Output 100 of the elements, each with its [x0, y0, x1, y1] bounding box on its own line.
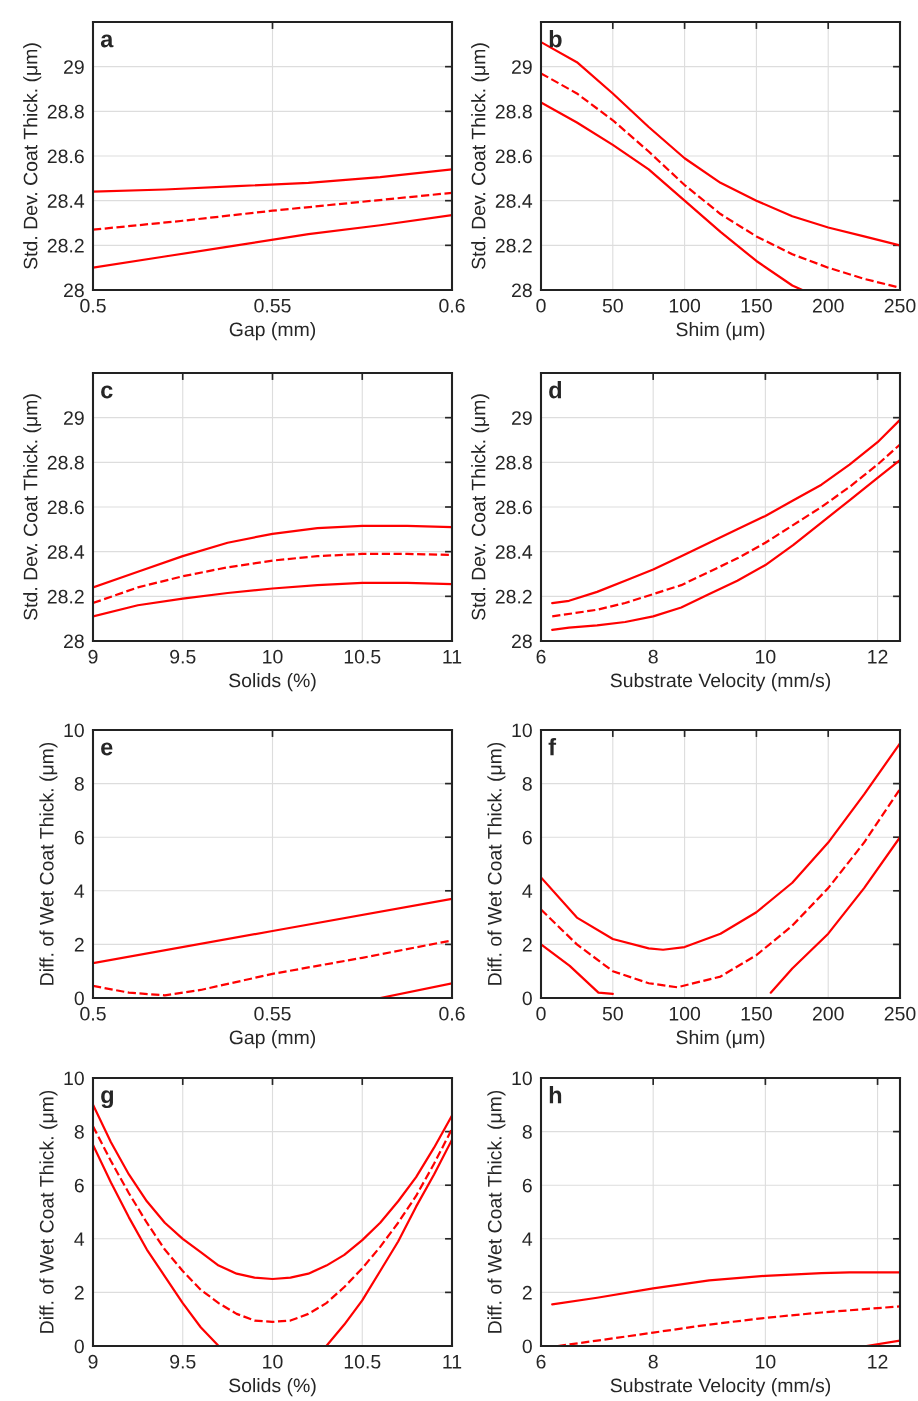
x-tick-label: 10 — [756, 649, 776, 664]
y-tick-label: 6 — [522, 830, 532, 845]
y-tick-label: 2 — [74, 937, 84, 952]
y-tick-label: 6 — [74, 1178, 84, 1193]
y-axis-title: Std. Dev. Coat Thick. (μm) — [23, 43, 42, 269]
line-series — [93, 191, 452, 231]
line-series — [93, 214, 452, 269]
x-axis-title: Substrate Velocity (mm/s) — [610, 1378, 831, 1397]
y-tick-label: 28 — [64, 283, 84, 298]
y-tick-label: 28 — [512, 283, 532, 298]
x-tick-label: 9.5 — [170, 1354, 196, 1369]
y-tick-label: 29 — [512, 411, 532, 425]
x-tick-label: 6 — [536, 1354, 546, 1369]
x-axis-title: Gap (mm) — [229, 1030, 316, 1049]
x-tick-label: 0 — [536, 1006, 546, 1021]
line-series — [541, 101, 804, 290]
y-tick-label: 28.2 — [495, 238, 532, 253]
x-axis-title: Solids (%) — [229, 1378, 316, 1397]
x-tick-label: 0 — [536, 298, 546, 313]
y-tick-label: 28.4 — [47, 194, 85, 208]
y-tick-label: 28 — [64, 634, 84, 649]
annotation: f — [548, 738, 557, 756]
line-series — [93, 552, 452, 605]
y-tick-label: 0 — [74, 1339, 84, 1354]
y-tick-label: 29 — [512, 60, 532, 74]
x-tick-label: 10.5 — [344, 649, 381, 664]
x-tick-label: 200 — [812, 298, 844, 313]
y-tick-label: 0 — [74, 991, 84, 1006]
y-tick-label: 4 — [522, 1232, 533, 1246]
annotation: c — [101, 385, 113, 399]
y-tick-label: 10 — [512, 723, 532, 738]
x-tick-label: 10 — [263, 1354, 283, 1369]
y-tick-label: 10 — [512, 1071, 532, 1086]
x-tick-label: 9 — [88, 649, 98, 664]
y-tick-label: 2 — [522, 1285, 532, 1300]
y-axis-title: Std. Dev. Coat Thick. (μm) — [471, 394, 490, 620]
y-tick-label: 8 — [74, 1125, 84, 1139]
y-tick-label: 8 — [522, 1125, 532, 1139]
x-tick-label: 150 — [741, 298, 772, 313]
y-tick-label: 4 — [522, 884, 533, 898]
annotation: h — [549, 1086, 562, 1104]
x-tick-label: 50 — [602, 1006, 623, 1021]
y-tick-label: 28.6 — [495, 149, 532, 164]
x-axis-title: Shim (μm) — [676, 322, 765, 341]
line-series — [551, 1271, 900, 1306]
y-tick-label: 2 — [522, 937, 532, 952]
y-tick-label: 28.6 — [47, 500, 84, 515]
annotation: g — [101, 1090, 114, 1109]
x-tick-label: 150 — [741, 1006, 772, 1021]
x-tick-label: 9 — [88, 1354, 98, 1369]
y-tick-label: 28.8 — [495, 455, 532, 470]
y-axis-title: Diff. of Wet Coat Thick. (μm) — [39, 742, 58, 985]
x-axis-title: Solids (%) — [229, 673, 316, 692]
annotation: a — [100, 34, 114, 48]
y-tick-label: 0 — [522, 1339, 532, 1354]
y-axis-title: Diff. of Wet Coat Thick. (μm) — [39, 1090, 58, 1333]
y-tick-label: 0 — [522, 991, 532, 1006]
x-tick-label: 100 — [669, 298, 701, 313]
y-axis-title: Diff. of Wet Coat Thick. (μm) — [487, 742, 506, 985]
y-tick-label: 28.8 — [495, 104, 532, 119]
x-tick-label: 0.5 — [80, 1006, 106, 1021]
line-series — [93, 524, 452, 589]
line-series — [551, 418, 900, 605]
x-axis-title: Substrate Velocity (mm/s) — [610, 673, 831, 692]
x-tick-label: 0.5 — [80, 298, 106, 313]
x-tick-label: 8 — [648, 1354, 658, 1369]
x-axis-title: Gap (mm) — [229, 322, 316, 341]
y-axis-title: Diff. of Wet Coat Thick. (μm) — [487, 1090, 506, 1333]
line-series — [93, 168, 452, 193]
line-series — [93, 1125, 452, 1323]
x-tick-label: 11 — [443, 1355, 462, 1369]
y-tick-label: 2 — [74, 1285, 84, 1300]
y-tick-label: 28.4 — [47, 545, 85, 559]
x-tick-label: 250 — [884, 298, 916, 313]
y-tick-label: 28.6 — [495, 500, 532, 515]
x-axis-title: Shim (μm) — [676, 1030, 765, 1049]
x-tick-label: 0.55 — [254, 298, 291, 313]
y-axis-title: Std. Dev. Coat Thick. (μm) — [471, 43, 490, 269]
x-tick-label: 50 — [602, 298, 623, 313]
x-tick-label: 10 — [263, 649, 283, 664]
annotation: e — [101, 742, 113, 756]
x-tick-label: 200 — [812, 1006, 844, 1021]
y-tick-label: 29 — [64, 411, 84, 425]
annotation: d — [549, 381, 562, 399]
y-tick-label: 28.2 — [495, 589, 532, 604]
x-tick-label: 12 — [868, 1354, 888, 1369]
y-tick-label: 4 — [74, 884, 85, 898]
x-tick-label: 9.5 — [170, 649, 196, 664]
y-tick-label: 28.8 — [47, 104, 84, 119]
x-tick-label: 10 — [756, 1354, 776, 1369]
x-tick-label: 0.6 — [439, 1006, 465, 1021]
y-tick-label: 8 — [522, 777, 532, 791]
line-series — [93, 581, 452, 618]
y-tick-label: 10 — [64, 1071, 84, 1086]
y-tick-label: 29 — [64, 60, 84, 74]
y-tick-label: 10 — [64, 723, 84, 738]
y-tick-label: 6 — [74, 830, 84, 845]
x-tick-label: 100 — [669, 1006, 701, 1021]
line-series — [541, 787, 900, 989]
y-tick-label: 28.8 — [47, 455, 84, 470]
